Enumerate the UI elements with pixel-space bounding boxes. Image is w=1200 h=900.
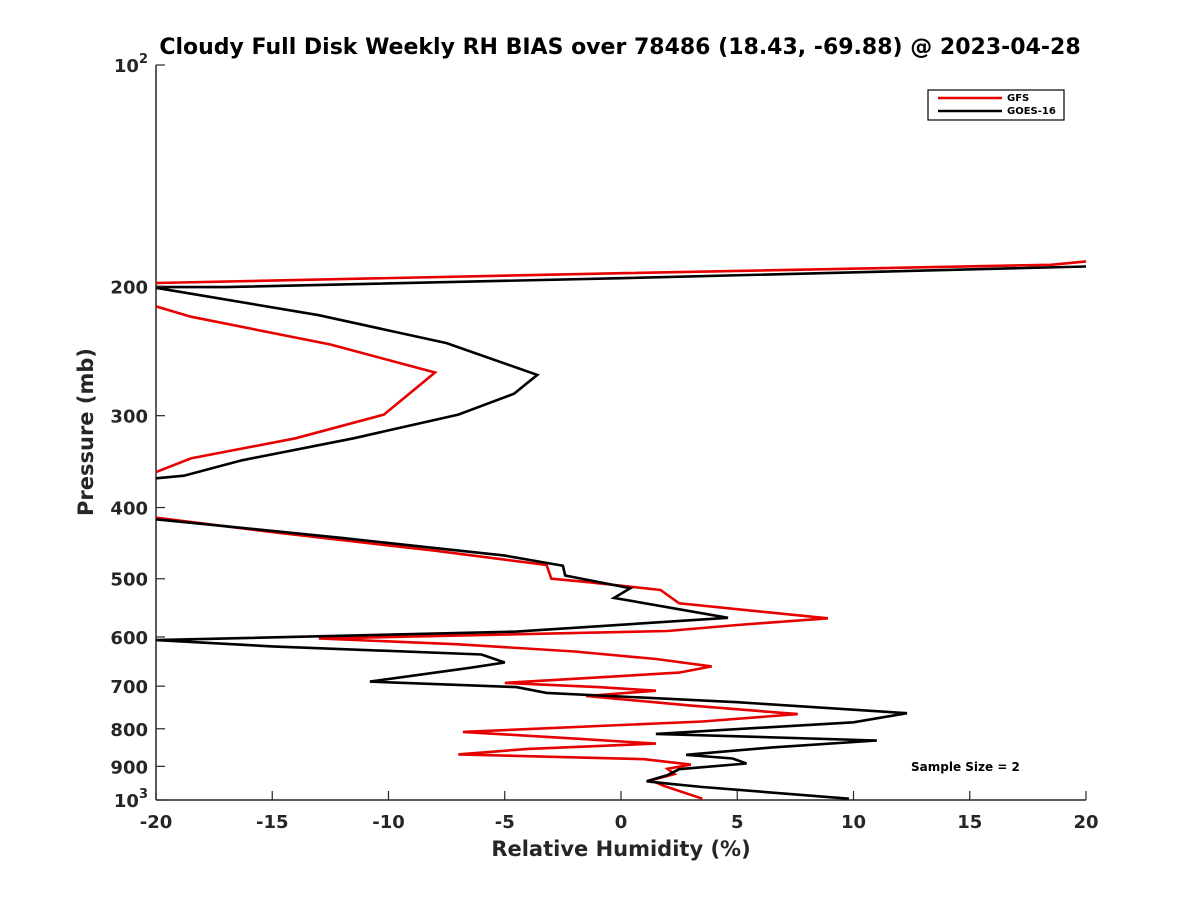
x-tick-label: 15 — [957, 812, 982, 833]
y-tick-label: 300 — [110, 407, 148, 428]
y-tick-label: 600 — [110, 628, 148, 649]
y-tick-label: 700 — [110, 677, 148, 698]
y-tick-label: 900 — [110, 757, 148, 778]
y-tick-label: 200 — [110, 277, 148, 298]
y-tick-label: 102 — [114, 52, 148, 77]
y-tick-label: 400 — [110, 499, 148, 520]
sample-size-annotation: Sample Size = 2 — [911, 760, 1020, 774]
x-tick-label: 20 — [1073, 812, 1098, 833]
legend: GFS GOES-16 — [927, 89, 1065, 121]
x-tick-label: 0 — [615, 812, 628, 833]
x-tick-label: 5 — [731, 812, 744, 833]
legend-box — [927, 89, 1065, 121]
x-tick-label: -20 — [140, 812, 173, 833]
series-layer — [155, 260, 1087, 800]
y-tick-label: 103 — [114, 787, 148, 812]
legend-label-goes16: GOES-16 — [1007, 106, 1056, 117]
x-ticks: -20 -15 -10 -5 0 5 10 15 20 — [140, 791, 1099, 833]
chart-title: Cloudy Full Disk Weekly RH BIAS over 784… — [159, 35, 1080, 60]
y-ticks: 102 200 300 400 500 600 700 800 900 103 — [110, 52, 165, 812]
x-tick-label: -5 — [495, 812, 515, 833]
x-tick-label: -15 — [256, 812, 289, 833]
series-line-gfs — [155, 260, 1087, 800]
x-axis-label: Relative Humidity (%) — [491, 837, 750, 861]
y-axis-label: Pressure (mb) — [74, 348, 98, 516]
legend-label-gfs: GFS — [1007, 93, 1029, 104]
x-tick-label: 10 — [841, 812, 866, 833]
y-tick-label: 800 — [110, 720, 148, 741]
x-tick-label: -10 — [372, 812, 405, 833]
series-line-goes16 — [155, 265, 1087, 800]
y-tick-label: 500 — [110, 570, 148, 591]
